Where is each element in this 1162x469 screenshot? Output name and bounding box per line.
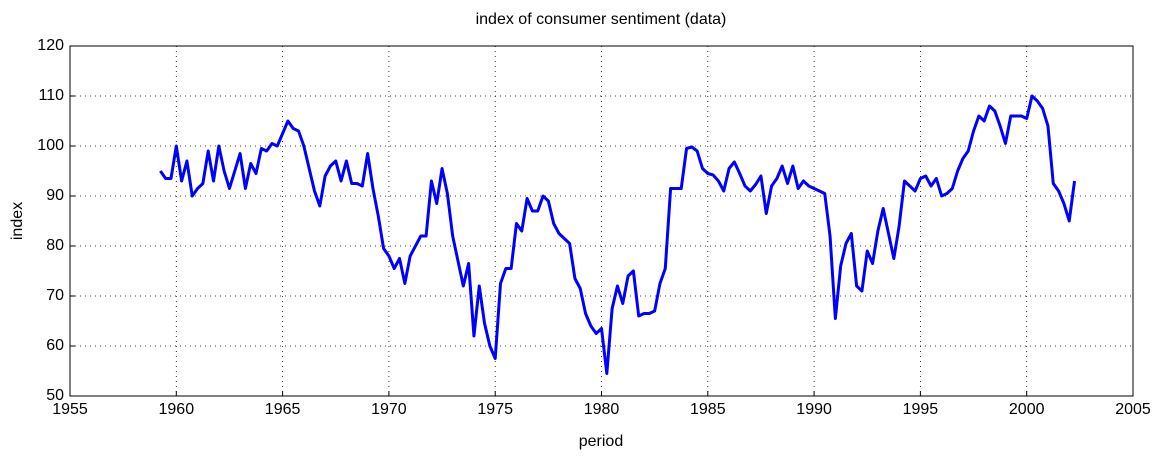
x-tick-label: 2000 bbox=[1009, 401, 1045, 418]
x-tick-label: 1970 bbox=[371, 401, 407, 418]
x-tick-label: 1990 bbox=[796, 401, 832, 418]
chart-title: index of consumer sentiment (data) bbox=[476, 11, 727, 28]
x-tick-label: 1955 bbox=[52, 401, 88, 418]
x-tick-label: 1995 bbox=[903, 401, 939, 418]
x-tick-label: 1980 bbox=[584, 401, 620, 418]
y-tick-label: 80 bbox=[46, 237, 64, 254]
y-tick-label: 50 bbox=[46, 387, 64, 404]
x-tick-label: 1965 bbox=[265, 401, 301, 418]
data-line bbox=[159, 94, 1077, 375]
y-tick-label: 120 bbox=[37, 37, 64, 54]
y-tick-label: 60 bbox=[46, 337, 64, 354]
x-tick-label: 2005 bbox=[1115, 401, 1151, 418]
y-tick-label: 70 bbox=[46, 287, 64, 304]
x-axis-label: period bbox=[579, 433, 623, 450]
x-tick-label: 1975 bbox=[477, 401, 513, 418]
x-tick-label: 1960 bbox=[159, 401, 195, 418]
y-tick-label: 100 bbox=[37, 137, 64, 154]
y-axis-label: index bbox=[9, 202, 26, 240]
x-tick-label: 1985 bbox=[690, 401, 726, 418]
y-tick-label: 110 bbox=[38, 87, 64, 104]
y-tick-label: 90 bbox=[46, 187, 64, 204]
plot-frame bbox=[69, 45, 1134, 397]
